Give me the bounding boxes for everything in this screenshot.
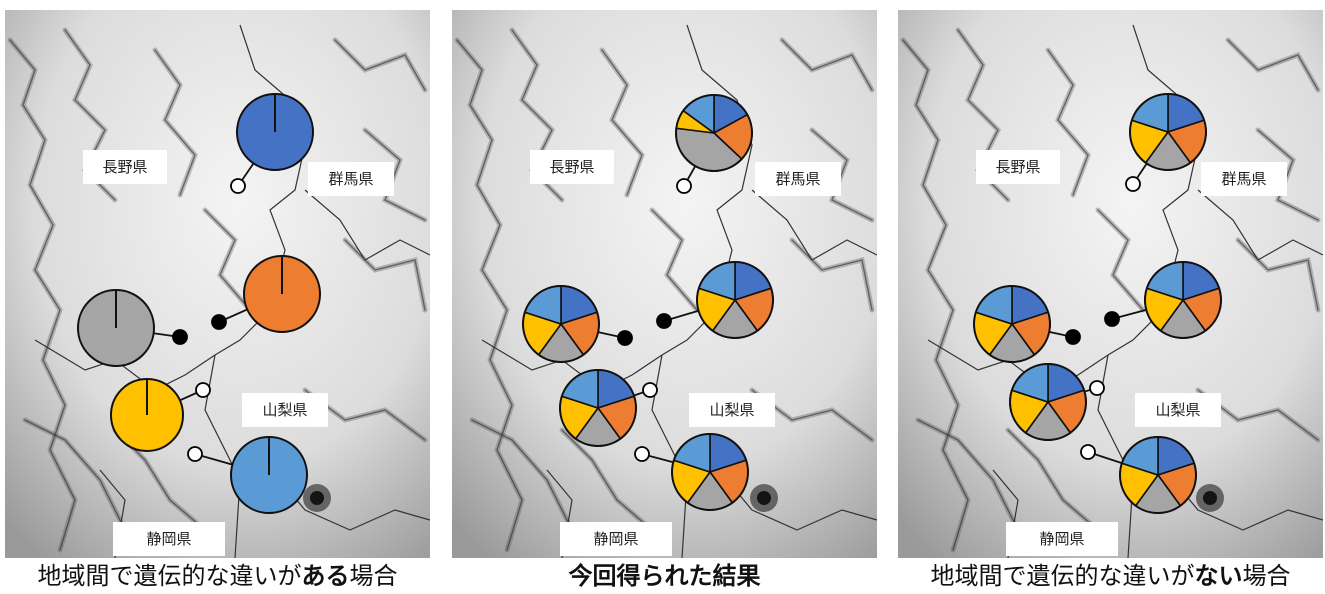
caption-right-pre: 地域間で遺伝的な違いが bbox=[930, 562, 1195, 590]
haplotype-pie bbox=[243, 255, 321, 333]
black-circle-marker-icon bbox=[617, 330, 633, 346]
white-circle-marker-icon bbox=[642, 382, 658, 398]
terrain-background bbox=[452, 10, 877, 558]
prefecture-label: 静岡県 bbox=[1006, 522, 1118, 556]
prefecture-label: 山梨県 bbox=[689, 393, 775, 427]
haplotype-pie bbox=[77, 289, 155, 367]
prefecture-label: 群馬県 bbox=[755, 162, 841, 196]
prefecture-name: 山梨県 bbox=[262, 401, 307, 419]
prefecture-label: 山梨県 bbox=[242, 393, 328, 427]
haplotype-pie bbox=[1119, 436, 1197, 514]
prefecture-name: 群馬県 bbox=[775, 170, 820, 188]
white-circle-marker-icon bbox=[1089, 380, 1105, 396]
prefecture-name: 静岡県 bbox=[146, 530, 191, 548]
caption-right-post: 場合 bbox=[1242, 562, 1291, 590]
white-circle-marker-icon bbox=[195, 382, 211, 398]
haplotype-pie bbox=[230, 436, 308, 514]
mountain-ridges bbox=[7, 27, 428, 553]
caption-right: 地域間で遺伝的な違いがない場合 bbox=[898, 558, 1323, 594]
white-circle-marker-icon bbox=[1125, 176, 1141, 192]
map-panel-left: 長野県群馬県山梨県静岡県 bbox=[5, 10, 430, 558]
haplotype-pie bbox=[1129, 93, 1207, 171]
prefecture-name: 山梨県 bbox=[1155, 401, 1200, 419]
prefecture-label: 長野県 bbox=[83, 150, 167, 184]
haplotype-pie bbox=[675, 94, 753, 172]
black-circle-marker-icon bbox=[1065, 329, 1081, 345]
haplotype-pie bbox=[559, 369, 637, 447]
prefecture-label: 長野県 bbox=[530, 150, 614, 184]
map-panel-right: 長野県群馬県山梨県静岡県 bbox=[898, 10, 1323, 558]
haplotype-pie bbox=[973, 285, 1051, 363]
prefecture-boundaries bbox=[927, 24, 1323, 558]
haplotype-pie bbox=[671, 433, 749, 511]
terrain-background bbox=[898, 10, 1323, 558]
prefecture-name: 静岡県 bbox=[1039, 530, 1084, 548]
haplotype-pie bbox=[110, 378, 184, 452]
white-circle-marker-icon bbox=[187, 446, 203, 462]
white-circle-marker-icon bbox=[230, 178, 246, 194]
white-circle-marker-icon bbox=[676, 178, 692, 194]
prefecture-label: 群馬県 bbox=[308, 162, 394, 196]
prefecture-name: 群馬県 bbox=[328, 170, 373, 188]
caption-left: 地域間で遺伝的な違いがある場合 bbox=[5, 558, 430, 594]
haplotype-pie bbox=[236, 93, 314, 171]
black-circle-marker-icon bbox=[172, 329, 188, 345]
caption-middle: 今回得られた結果 bbox=[568, 562, 761, 590]
prefecture-label: 山梨県 bbox=[1135, 393, 1221, 427]
white-circle-marker-icon bbox=[634, 446, 650, 462]
prefecture-boundaries bbox=[34, 24, 430, 558]
prefecture-name: 長野県 bbox=[102, 158, 147, 176]
caption-right-emph: ない bbox=[1194, 562, 1243, 590]
caption-left-pre: 地域間で遺伝的な違いが bbox=[37, 562, 302, 590]
black-circle-marker-icon bbox=[211, 314, 227, 330]
prefecture-name: 長野県 bbox=[549, 158, 594, 176]
black-circle-marker-icon bbox=[656, 313, 672, 329]
haplotype-pie bbox=[696, 261, 774, 339]
caption-left-emph: ある bbox=[301, 562, 350, 590]
haplotype-pie bbox=[522, 285, 600, 363]
prefecture-label: 群馬県 bbox=[1201, 162, 1287, 196]
prefecture-label: 長野県 bbox=[976, 150, 1060, 184]
map-panel-middle: 長野県群馬県山梨県静岡県 bbox=[452, 10, 877, 558]
caption-left-post: 場合 bbox=[349, 562, 398, 590]
prefecture-label: 静岡県 bbox=[113, 522, 225, 556]
prefecture-name: 山梨県 bbox=[709, 401, 754, 419]
haplotype-pie bbox=[1009, 363, 1087, 441]
prefecture-name: 長野県 bbox=[995, 158, 1040, 176]
terrain-background bbox=[5, 10, 430, 558]
white-circle-marker-icon bbox=[1080, 444, 1096, 460]
prefecture-name: 静岡県 bbox=[593, 530, 638, 548]
prefecture-label: 静岡県 bbox=[560, 522, 672, 556]
black-circle-marker-icon bbox=[1104, 311, 1120, 327]
haplotype-pie bbox=[1144, 261, 1222, 339]
prefecture-name: 群馬県 bbox=[1221, 170, 1266, 188]
